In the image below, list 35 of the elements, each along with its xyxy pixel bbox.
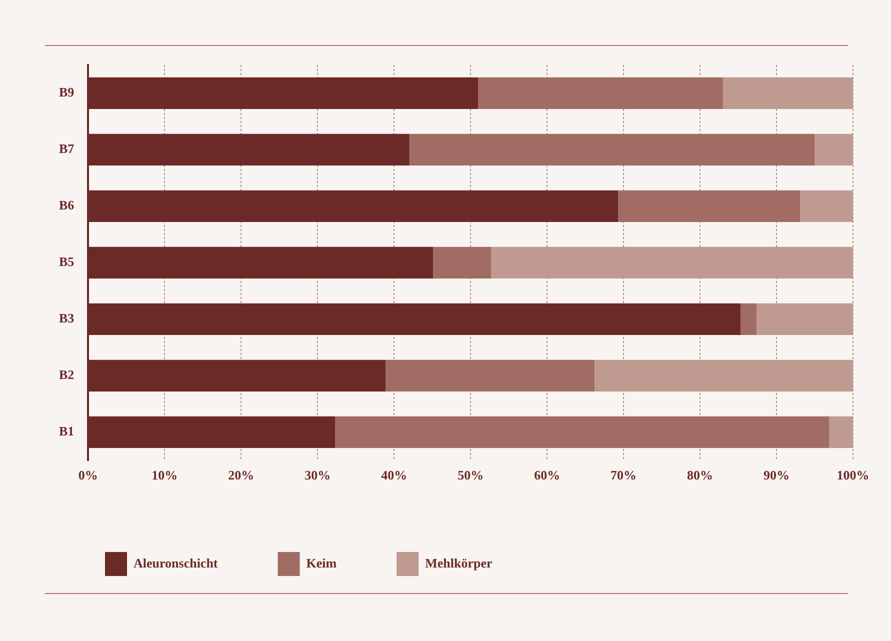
bar	[491, 246, 853, 279]
legend-label: Aleuronschicht	[134, 555, 218, 570]
bar	[335, 416, 830, 448]
bar	[618, 190, 800, 222]
x-tick-label: 90%	[764, 468, 790, 483]
bar	[740, 303, 757, 335]
x-tick-label: 40%	[381, 468, 408, 483]
y-tick-label: B1	[59, 424, 74, 439]
bar	[386, 360, 594, 392]
x-tick-label: 30%	[304, 468, 331, 483]
bar	[756, 303, 853, 335]
legend-label: Mehlkörper	[425, 555, 492, 570]
y-tick-label: B9	[59, 84, 75, 100]
y-tick-label: B7	[59, 141, 75, 156]
x-tick-label: 70%	[610, 468, 637, 483]
bar	[814, 134, 853, 166]
bar	[722, 77, 853, 110]
y-tick-label: B5	[59, 254, 75, 270]
x-tick-label: 50%	[458, 468, 484, 483]
y-tick-label: B2	[59, 367, 74, 382]
x-tick-label: 100%	[836, 468, 870, 483]
x-tick-label: 80%	[687, 468, 714, 483]
bar	[800, 190, 853, 222]
bar	[433, 246, 492, 279]
x-tick-label: 60%	[534, 468, 560, 483]
y-tick-label: B6	[59, 198, 75, 213]
y-tick-label: B3	[59, 310, 75, 326]
bar	[409, 134, 815, 166]
bar	[829, 416, 853, 448]
x-tick-label: 20%	[228, 468, 254, 483]
bar	[478, 77, 723, 110]
bar	[594, 360, 853, 392]
legend-label: Keim	[306, 555, 337, 570]
x-tick-label: 0%	[78, 468, 98, 483]
x-tick-label: 10%	[152, 468, 178, 483]
